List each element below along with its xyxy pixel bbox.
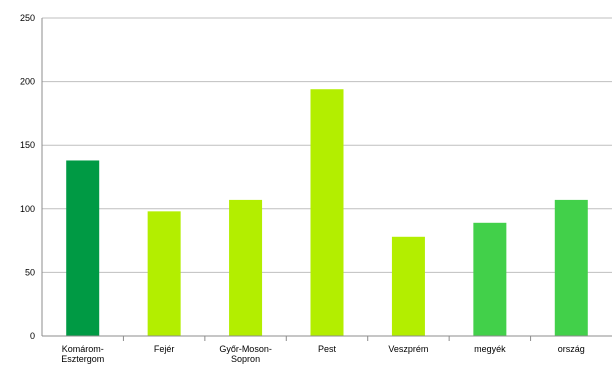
x-category-label: Győr-Moson-Sopron	[219, 344, 272, 364]
x-axis-category-labels: Komárom-Esztergom Fejér Győr-Moson-Sopron P…	[61, 344, 585, 364]
x-category-label-line: Esztergom	[61, 354, 104, 364]
x-category-label-line: Pest	[318, 344, 337, 354]
bar	[147, 211, 181, 336]
x-category-label-line: Komárom-	[62, 344, 104, 354]
axes	[41, 18, 612, 341]
x-category-label-line: Sopron	[231, 354, 260, 364]
y-tick-label: 250	[20, 13, 35, 23]
x-category-label-line: Veszprém	[388, 344, 428, 354]
x-category-label: Fejér	[154, 344, 175, 354]
bar	[229, 199, 263, 336]
bar	[554, 199, 588, 336]
x-category-label-line: ország	[558, 344, 585, 354]
x-category-label-line: Fejér	[154, 344, 175, 354]
bar	[310, 89, 344, 337]
bar	[473, 222, 507, 336]
y-tick-label: 50	[25, 267, 35, 277]
bars	[66, 89, 588, 337]
bar	[66, 160, 100, 336]
x-category-label-line: Győr-Moson-	[219, 344, 272, 354]
y-tick-label: 100	[20, 204, 35, 214]
x-category-label: Pest	[318, 344, 337, 354]
x-category-label: Komárom-Esztergom	[61, 344, 104, 364]
x-category-label: Veszprém	[388, 344, 428, 354]
bar	[391, 236, 425, 336]
y-tick-label: 150	[20, 140, 35, 150]
y-axis-tick-labels: 0 50 100 150 200 250	[20, 13, 35, 341]
x-category-label: ország	[558, 344, 585, 354]
y-tick-label: 200	[20, 77, 35, 87]
x-category-label-line: megyék	[474, 344, 506, 354]
x-category-label: megyék	[474, 344, 506, 354]
y-tick-label: 0	[30, 331, 35, 341]
